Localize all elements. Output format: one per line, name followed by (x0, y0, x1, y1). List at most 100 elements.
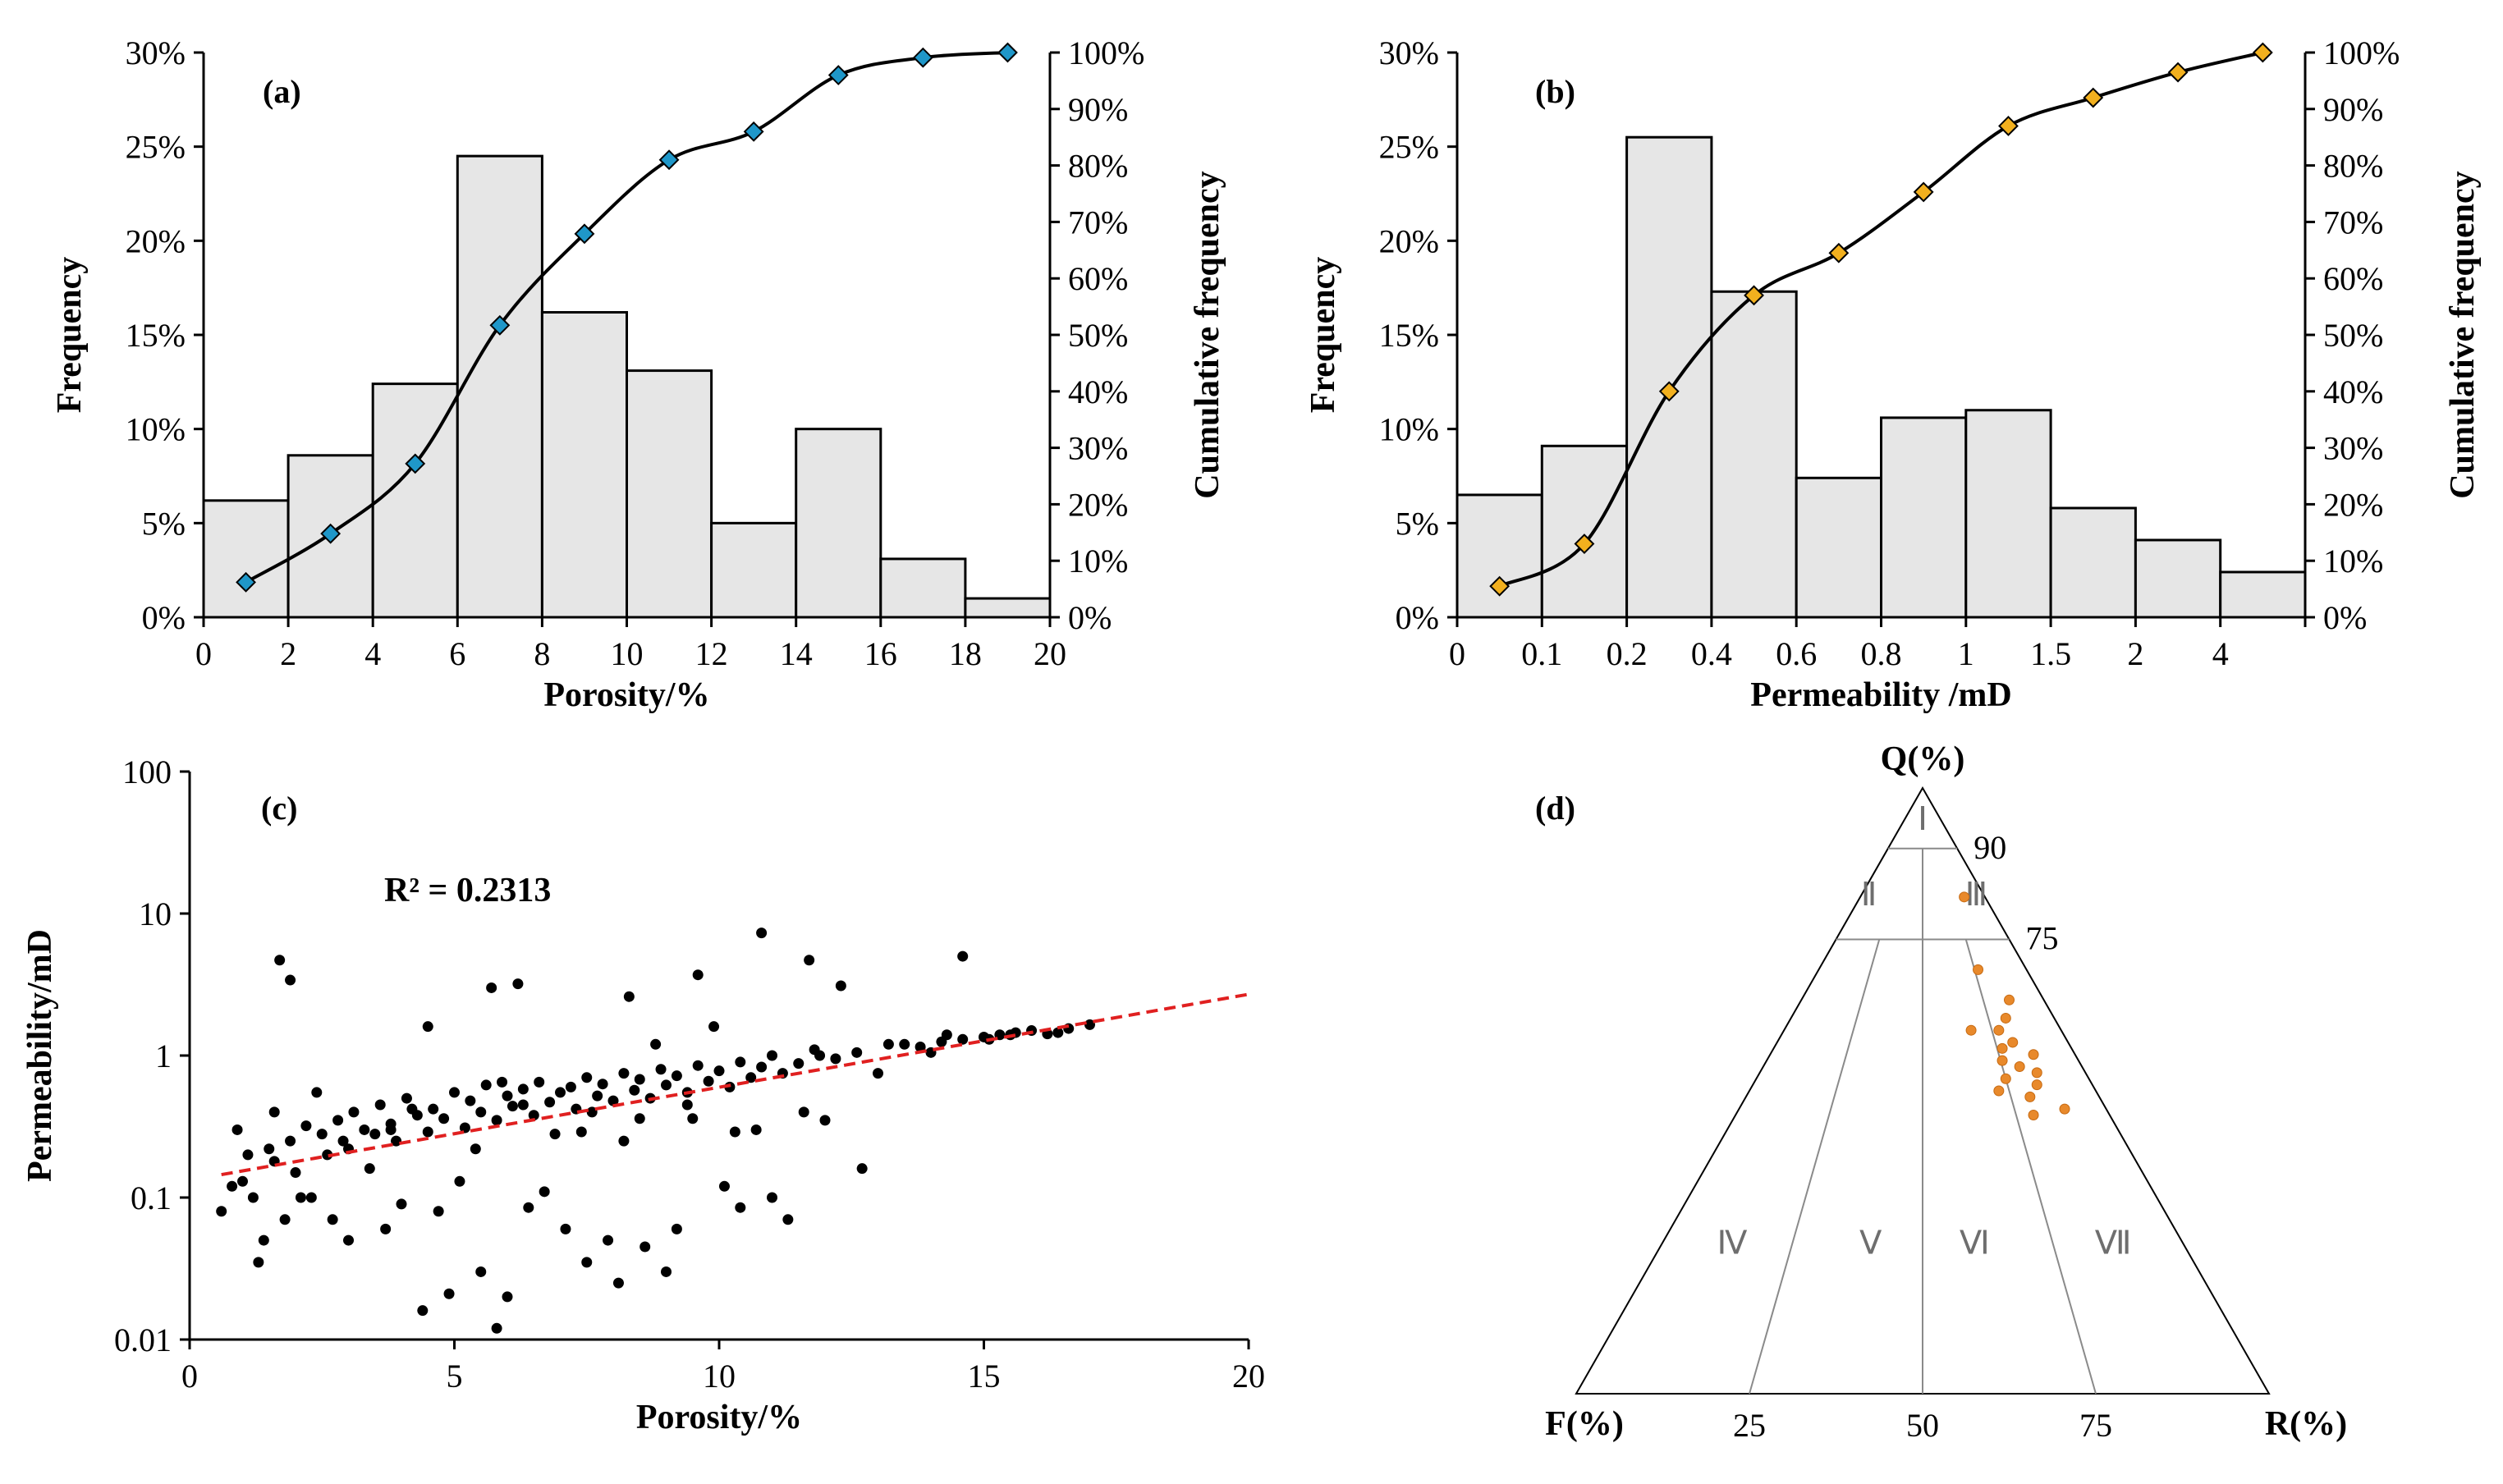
data-point (756, 1061, 768, 1073)
x-tick-label: 1 (1958, 635, 1974, 672)
data-point (232, 1124, 243, 1135)
data-point (512, 978, 524, 990)
data-point (258, 1234, 269, 1246)
data-point (507, 1101, 518, 1112)
x-tick-label: 12 (695, 635, 728, 672)
data-point (364, 1163, 375, 1175)
data-point (491, 1115, 502, 1126)
y-tick-label: 0.1 (131, 1179, 172, 1216)
x-tick-label: 0.8 (1861, 635, 1902, 672)
data-point (374, 1099, 386, 1111)
cumulative-marker-3 (489, 314, 511, 336)
y-tick-label: 5% (142, 505, 186, 542)
data-point (618, 1135, 630, 1147)
y2-tick-label: 0% (2323, 599, 2367, 636)
x-axis-title: Permeability /mD (1750, 676, 2011, 714)
bar-7 (795, 428, 882, 619)
r-squared-annotation: R² = 0.2313 (384, 872, 551, 909)
data-point (692, 1060, 704, 1071)
bar-4 (1795, 476, 1882, 619)
panel-b-histogram: (b) 0% 5% 10% 15% 20% 25% 30% 0% 10% 20% 30% 40% 50%… (1304, 34, 2482, 714)
data-point (491, 1322, 502, 1334)
data-point (750, 1124, 762, 1135)
data-point (681, 1099, 693, 1111)
trendline (221, 992, 1249, 1177)
sample-point-4 (1993, 1024, 2005, 1036)
bar-0 (202, 499, 290, 619)
y2-tick-label: 80% (1068, 148, 1128, 185)
x-tick-label: 8 (534, 635, 550, 672)
y-tick-label: 25% (126, 129, 186, 166)
y2-tick-label: 100% (1068, 34, 1144, 71)
data-point (957, 950, 969, 962)
data-point (385, 1124, 397, 1135)
data-point (915, 1041, 926, 1052)
data-point (713, 1065, 725, 1077)
sample-point-14 (1993, 1085, 2005, 1097)
data-point (565, 1081, 576, 1092)
bar-3 (456, 154, 543, 619)
x-tick-label: 18 (949, 635, 982, 672)
y2-tick-label: 30% (2323, 430, 2383, 467)
data-point (343, 1234, 354, 1246)
data-point (634, 1074, 645, 1085)
data-point (581, 1257, 593, 1268)
y-tick-label: 0.01 (114, 1321, 172, 1358)
data-point (369, 1129, 381, 1140)
region-label-V: Ⅴ (1859, 1225, 1882, 1262)
data-point (242, 1149, 254, 1161)
cumulative-marker-4 (1828, 242, 1850, 263)
y2-tick-label: 90% (1068, 91, 1128, 128)
y2-axis-title: Cumulative frequency (1189, 171, 1226, 498)
x-tick-label: 0.1 (1521, 635, 1562, 672)
data-point (882, 1038, 894, 1050)
y2-tick-label: 10% (2323, 543, 2383, 579)
x-tick-label: 10 (703, 1358, 736, 1395)
sample-point-16 (2059, 1103, 2070, 1115)
x-tick-label: 0.4 (1691, 635, 1732, 672)
data-point (623, 991, 635, 1002)
y2-tick-label: 30% (1068, 430, 1128, 467)
bar-1 (1540, 444, 1629, 619)
data-point (735, 1202, 746, 1213)
data-point (285, 974, 296, 986)
data-point (332, 1115, 344, 1126)
x-tick-label: 20 (1232, 1358, 1265, 1395)
x-axis-title: Porosity/% (543, 676, 709, 714)
data-point (856, 1163, 868, 1175)
x-tick-label: 15 (968, 1358, 1001, 1395)
y2-tick-label: 20% (2323, 486, 2383, 523)
data-point (873, 1068, 883, 1079)
cumulative-marker-5 (658, 149, 680, 171)
base-tick-label: 25 (1733, 1407, 1766, 1444)
data-point (348, 1106, 360, 1118)
data-point (279, 1214, 291, 1225)
bar-2 (1625, 135, 1713, 619)
sample-point-0 (1959, 891, 1970, 903)
data-point (475, 1106, 487, 1118)
data-point (899, 1038, 910, 1050)
data-point (607, 1095, 619, 1106)
x-axis-title: Porosity/% (636, 1399, 802, 1436)
ratio-75-line (1964, 939, 2097, 1395)
data-point (454, 1175, 465, 1187)
base-tick-label: 75 (2079, 1407, 2112, 1444)
cumulative-marker-6 (1998, 116, 2019, 136)
data-point (264, 1143, 275, 1155)
data-point (480, 1079, 492, 1091)
y2-tick-label: 40% (1068, 373, 1128, 410)
sample-point-6 (2007, 1037, 2019, 1048)
data-point (767, 1192, 777, 1203)
data-point (782, 1214, 794, 1225)
bar-4 (540, 310, 629, 619)
data-point (359, 1124, 370, 1135)
data-point (502, 1291, 513, 1303)
cumulative-marker-9 (2252, 42, 2273, 63)
data-point (268, 1106, 280, 1118)
y2-tick-label: 20% (1068, 486, 1128, 523)
apex-q-label: Q(%) (1881, 740, 1965, 778)
data-point (650, 1038, 662, 1050)
y-tick-label: 30% (1379, 34, 1439, 71)
data-point (316, 1129, 328, 1140)
sample-point-2 (2004, 994, 2015, 1005)
